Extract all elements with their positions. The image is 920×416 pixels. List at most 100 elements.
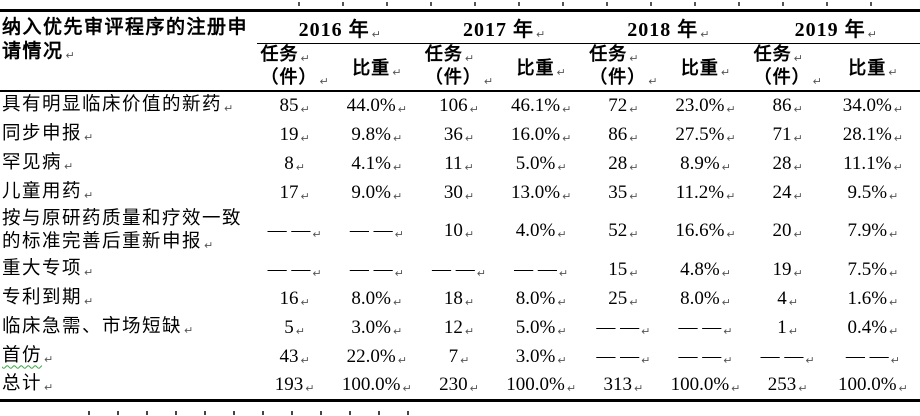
value-cell: 100.0% ↵ [495,371,586,402]
paragraph-mark-icon: ↵ [312,228,322,241]
value-cell: 8.0% ↵ [351,287,403,309]
paragraph-mark-icon: ↵ [84,130,94,144]
table-row: 首仿 ↵ 43 ↵ 22.0% ↵ 7 ↵ 3.0% ↵ — — ↵ — — ↵ — — ↵ — — ↵ [0,342,920,371]
share-header: 比重 ↵ [495,43,586,92]
paragraph-mark-icon: ↵ [300,103,310,116]
value-cell: 253 ↵ [749,371,824,402]
paragraph-mark-icon: ↵ [300,189,310,203]
paragraph-mark-icon: ↵ [392,295,403,309]
paragraph-mark-icon: ↵ [629,52,639,65]
paragraph-mark-icon: ↵ [867,28,877,41]
table-body: 具有明显临床价值的新药 ↵ 85 ↵ 44.0% ↵ 106 ↵ 46.1% ↵ 72 ↵ 23.0% ↵… [0,91,920,402]
paragraph-mark-icon: ↵ [464,295,475,309]
paragraph-mark-icon: ↵ [793,52,803,65]
clipped-text-above-table [298,2,912,6]
value-cell: 27.5% ↵ [675,123,736,145]
value-cell: 0.4% ↵ [847,316,899,338]
task-count-header: 任务 ↵ （件） ↵ [256,43,331,92]
value-cell: 43 ↵ [279,345,310,367]
value-cell: — — ↵ [760,345,815,367]
value-cell: 28 ↵ [608,152,639,174]
value-cell: 19 ↵ [279,123,310,145]
value-cell: — — ↵ [267,220,322,241]
paragraph-mark-icon: ↵ [295,160,305,174]
value-cell: 313 ↵ [585,371,660,402]
value-cell: 5.0% ↵ [515,316,567,338]
paragraph-mark-icon: ↵ [483,75,494,88]
paragraph-mark-icon: ↵ [64,159,74,173]
year-header-2017: 2017 年 ↵ [420,10,586,44]
paragraph-mark-icon: ↵ [464,324,475,338]
task-count-header: 任务 ↵ （件） ↵ [585,43,660,92]
paragraph-mark-icon: ↵ [300,353,310,367]
paragraph-mark-icon: ↵ [392,160,403,174]
value-cell: 52 ↵ [608,220,639,241]
value-cell: 4.8% ↵ [680,258,731,280]
paragraph-mark-icon: ↵ [793,189,803,203]
value-cell: 100.0% ↵ [823,371,920,402]
year-header-row: 纳入优先审评程序的注册申 请情况 ↵ 2016 年 ↵ 2017 年 ↵ 2018 年 ↵… [0,10,920,92]
paragraph-mark-icon: ↵ [812,75,822,88]
value-cell: 106 ↵ [439,95,479,116]
paragraph-mark-icon: ↵ [84,188,94,202]
value-cell: — — ↵ [349,220,404,241]
paragraph-mark-icon: ↵ [629,228,639,241]
paragraph-mark-icon: ↵ [889,266,899,280]
value-cell: 9.8% ↵ [351,123,403,145]
paragraph-mark-icon: ↵ [793,131,803,145]
value-cell: 24 ↵ [772,181,803,203]
row-header-title: 纳入优先审评程序的注册申 请情况 ↵ [0,10,257,92]
value-cell: — — ↵ [596,345,651,367]
value-cell: 7 ↵ [448,345,470,367]
paragraph-mark-icon: ↵ [566,381,577,395]
value-cell: 11.1% ↵ [843,152,903,174]
clipped-text-below-table [88,411,436,415]
value-cell: 34.0% ↵ [842,95,904,116]
paragraph-mark-icon: ↵ [562,131,572,145]
paragraph-mark-icon: ↵ [629,131,639,145]
paragraph-mark-icon: ↵ [469,103,479,116]
value-cell: 12 ↵ [443,316,475,338]
paragraph-mark-icon: ↵ [65,49,75,62]
paragraph-mark-icon: ↵ [788,324,799,338]
row-label-cell: 临床急需、市场短缺 ↵ [2,316,194,337]
row-label-cell: 重大专项 ↵ [2,258,94,279]
paragraph-mark-icon: ↵ [641,353,651,367]
share-header: 比重 ↵ [823,43,920,92]
value-cell: 22.0% ↵ [346,345,407,367]
paragraph-mark-icon: ↵ [371,28,381,41]
paragraph-mark-icon: ↵ [84,265,94,279]
value-cell: 35 ↵ [608,181,639,203]
paragraph-mark-icon: ↵ [889,189,899,203]
value-cell: — — ↵ [596,316,651,338]
paragraph-mark-icon: ↵ [889,228,899,241]
value-cell: — — ↵ [514,258,569,280]
paragraph-mark-icon: ↵ [464,131,475,145]
paragraph-mark-icon: ↵ [805,353,815,367]
value-cell: 4.1% ↵ [351,152,403,174]
paragraph-mark-icon: ↵ [464,52,475,65]
value-cell: 30 ↵ [443,181,475,203]
paragraph-mark-icon: ↵ [84,294,94,308]
value-cell: 17 ↵ [279,181,310,203]
paragraph-mark-icon: ↵ [392,324,403,338]
value-cell: 86 ↵ [608,123,639,145]
value-cell: 230 ↵ [420,371,496,402]
paragraph-mark-icon: ↵ [300,52,310,65]
paragraph-mark-icon: ↵ [720,66,731,79]
value-cell: 1 ↵ [777,316,799,338]
paragraph-mark-icon: ↵ [700,28,710,41]
value-cell: 4.0% ↵ [515,220,567,241]
value-cell: 16 ↵ [279,287,310,309]
value-cell: 8.0% ↵ [515,287,567,309]
paragraph-mark-icon: ↵ [392,189,403,203]
year-header-2018: 2018 年 ↵ [585,10,750,44]
paragraph-mark-icon: ↵ [394,228,404,241]
value-cell: 71 ↵ [772,123,803,145]
value-cell: 19 ↵ [772,258,803,280]
value-cell: 8 ↵ [284,152,305,174]
paragraph-mark-icon: ↵ [476,266,486,280]
priority-review-table: 纳入优先审评程序的注册申 请情况 ↵ 2016 年 ↵ 2017 年 ↵ 2018 年 ↵… [0,9,920,402]
value-cell: 4 ↵ [777,287,799,309]
